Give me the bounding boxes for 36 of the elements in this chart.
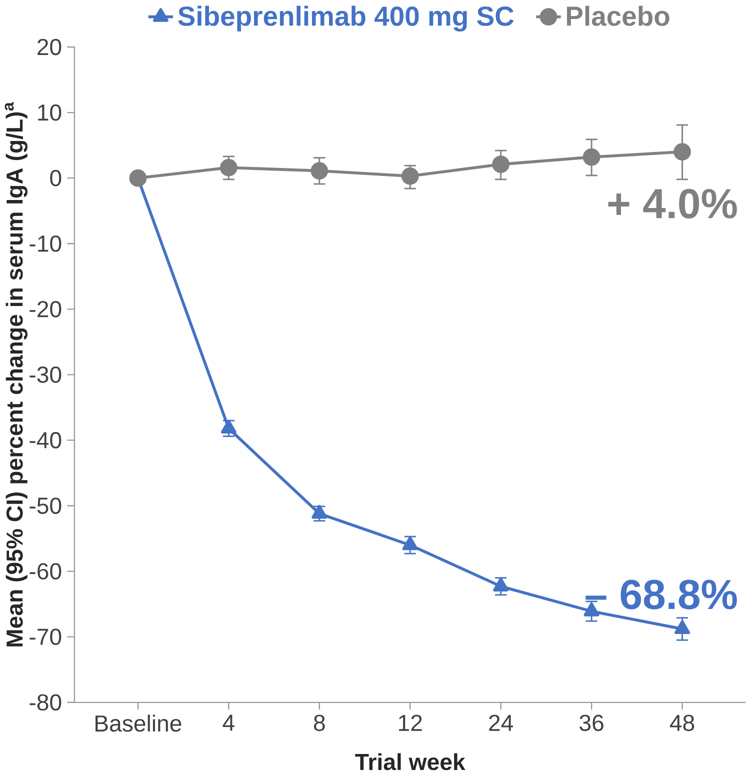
- x-tick-label: 24: [488, 714, 513, 731]
- y-tick-label: 0: [50, 170, 62, 186]
- point: [492, 578, 508, 592]
- annotation: + 4.0%: [608, 188, 737, 219]
- legend-label: Sibeprenlimab 400 mg SC: [178, 6, 514, 32]
- point: [220, 158, 238, 176]
- x-tick-label: 48: [670, 714, 694, 732]
- y-tick-label: -80: [30, 694, 62, 711]
- point: [129, 169, 146, 187]
- y-tick-label: -60: [30, 563, 62, 580]
- y-tick-label: -70: [30, 628, 62, 646]
- point: [492, 156, 510, 174]
- x-tick-label: 12: [398, 714, 422, 731]
- y-tick-label: 10: [38, 104, 62, 121]
- point: [220, 420, 236, 434]
- y-tick-label: -50: [30, 498, 62, 514]
- legend-label: Placebo: [566, 6, 670, 26]
- y-tick-label: 20: [37, 38, 62, 56]
- annotation: – 68.8%: [585, 580, 737, 610]
- y-tick-label: -40: [30, 432, 62, 448]
- x-tick-label: Baseline: [95, 714, 182, 732]
- point: [673, 143, 691, 161]
- point: [674, 620, 690, 634]
- point: [310, 162, 328, 180]
- x-axis-title: Trial week: [354, 753, 466, 770]
- point: [401, 167, 419, 185]
- y-tick-label: -10: [30, 235, 62, 252]
- y-tick-label: -20: [30, 300, 62, 318]
- y-axis-title: Mean (95% CI) percent change in serum IgA (g/L)$^{a}$: [4, 102, 28, 646]
- x-tick-label: 4: [222, 714, 234, 731]
- x-tick-label: 36: [579, 714, 604, 732]
- point: [582, 148, 600, 166]
- point: [311, 504, 327, 519]
- y-tick-label: -30: [30, 366, 62, 383]
- x-tick-label: 8: [314, 714, 325, 732]
- point: [402, 536, 418, 550]
